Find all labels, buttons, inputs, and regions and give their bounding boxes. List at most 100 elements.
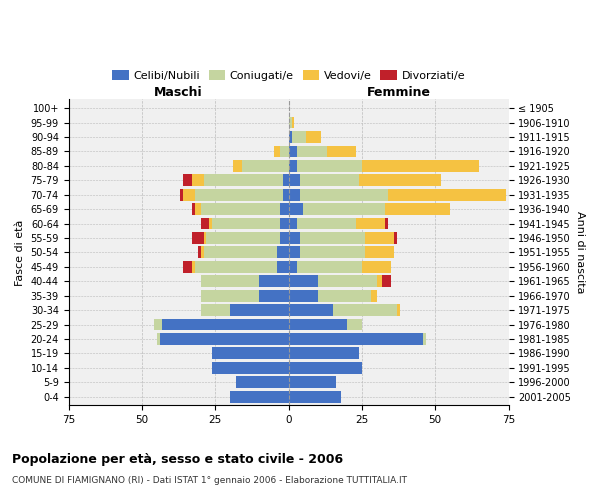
Bar xyxy=(298,160,362,172)
Bar xyxy=(200,276,259,287)
Bar xyxy=(236,376,289,388)
Bar xyxy=(365,232,394,244)
Bar xyxy=(289,376,335,388)
Bar xyxy=(192,232,203,244)
Bar xyxy=(289,348,359,360)
Bar xyxy=(388,189,506,200)
Bar xyxy=(163,318,289,330)
Bar xyxy=(382,276,391,287)
Bar xyxy=(298,218,356,230)
Bar xyxy=(203,246,277,258)
Bar xyxy=(385,203,450,215)
Bar xyxy=(209,218,212,230)
Bar xyxy=(212,362,289,374)
Bar xyxy=(377,276,382,287)
Bar xyxy=(327,146,356,158)
Bar xyxy=(289,218,298,230)
Bar xyxy=(280,203,289,215)
Bar xyxy=(397,304,400,316)
Bar xyxy=(289,304,332,316)
Bar xyxy=(318,276,377,287)
Bar xyxy=(280,218,289,230)
Bar xyxy=(277,261,289,272)
Bar xyxy=(362,261,391,272)
Bar xyxy=(385,218,388,230)
Bar xyxy=(200,304,230,316)
Bar xyxy=(289,290,318,302)
Bar xyxy=(289,146,298,158)
Bar xyxy=(197,246,200,258)
Bar xyxy=(292,116,295,128)
Bar xyxy=(289,390,341,402)
Bar xyxy=(356,218,385,230)
Bar xyxy=(230,390,289,402)
Bar xyxy=(362,160,479,172)
Text: COMUNE DI FIAMIGNANO (RI) - Dati ISTAT 1° gennaio 2006 - Elaborazione TUTTITALIA: COMUNE DI FIAMIGNANO (RI) - Dati ISTAT 1… xyxy=(12,476,407,485)
Bar xyxy=(289,333,424,345)
Bar xyxy=(347,318,362,330)
Bar xyxy=(292,131,306,143)
Bar xyxy=(192,203,195,215)
Bar xyxy=(195,203,200,215)
Bar xyxy=(203,232,206,244)
Bar xyxy=(289,362,362,374)
Bar xyxy=(298,261,362,272)
Bar xyxy=(259,276,289,287)
Bar xyxy=(289,160,298,172)
Bar xyxy=(203,174,283,186)
Bar xyxy=(242,160,289,172)
Bar xyxy=(289,261,298,272)
Legend: Celibi/Nubili, Coniugati/e, Vedovi/e, Divorziati/e: Celibi/Nubili, Coniugati/e, Vedovi/e, Di… xyxy=(107,66,470,85)
Bar xyxy=(301,189,388,200)
Bar xyxy=(280,146,289,158)
Bar xyxy=(298,146,327,158)
Bar xyxy=(371,290,377,302)
Bar xyxy=(200,290,259,302)
Bar xyxy=(183,189,195,200)
Bar xyxy=(283,189,289,200)
Text: Maschi: Maschi xyxy=(154,86,203,99)
Bar xyxy=(180,189,183,200)
Bar xyxy=(301,246,365,258)
Bar xyxy=(289,116,292,128)
Bar xyxy=(274,146,280,158)
Bar xyxy=(289,246,301,258)
Bar xyxy=(359,174,441,186)
Bar xyxy=(277,246,289,258)
Bar xyxy=(259,290,289,302)
Bar xyxy=(183,261,192,272)
Bar xyxy=(289,318,347,330)
Y-axis label: Fasce di età: Fasce di età xyxy=(15,219,25,286)
Text: Popolazione per età, sesso e stato civile - 2006: Popolazione per età, sesso e stato civil… xyxy=(12,452,343,466)
Y-axis label: Anni di nascita: Anni di nascita xyxy=(575,211,585,294)
Bar xyxy=(192,261,195,272)
Bar xyxy=(318,290,371,302)
Bar xyxy=(183,174,192,186)
Bar xyxy=(289,203,303,215)
Bar xyxy=(394,232,397,244)
Bar xyxy=(212,348,289,360)
Bar xyxy=(306,131,321,143)
Bar xyxy=(154,318,163,330)
Bar xyxy=(200,203,280,215)
Bar xyxy=(280,232,289,244)
Bar xyxy=(424,333,427,345)
Bar xyxy=(160,333,289,345)
Bar xyxy=(303,203,385,215)
Bar xyxy=(195,261,277,272)
Bar xyxy=(301,174,359,186)
Bar xyxy=(283,174,289,186)
Bar xyxy=(289,232,301,244)
Bar xyxy=(233,160,242,172)
Bar xyxy=(289,174,301,186)
Bar xyxy=(301,232,365,244)
Bar xyxy=(332,304,397,316)
Bar xyxy=(365,246,394,258)
Bar xyxy=(200,218,209,230)
Text: Femmine: Femmine xyxy=(367,86,431,99)
Bar xyxy=(192,174,203,186)
Bar xyxy=(289,131,292,143)
Bar xyxy=(230,304,289,316)
Bar xyxy=(289,276,318,287)
Bar xyxy=(206,232,280,244)
